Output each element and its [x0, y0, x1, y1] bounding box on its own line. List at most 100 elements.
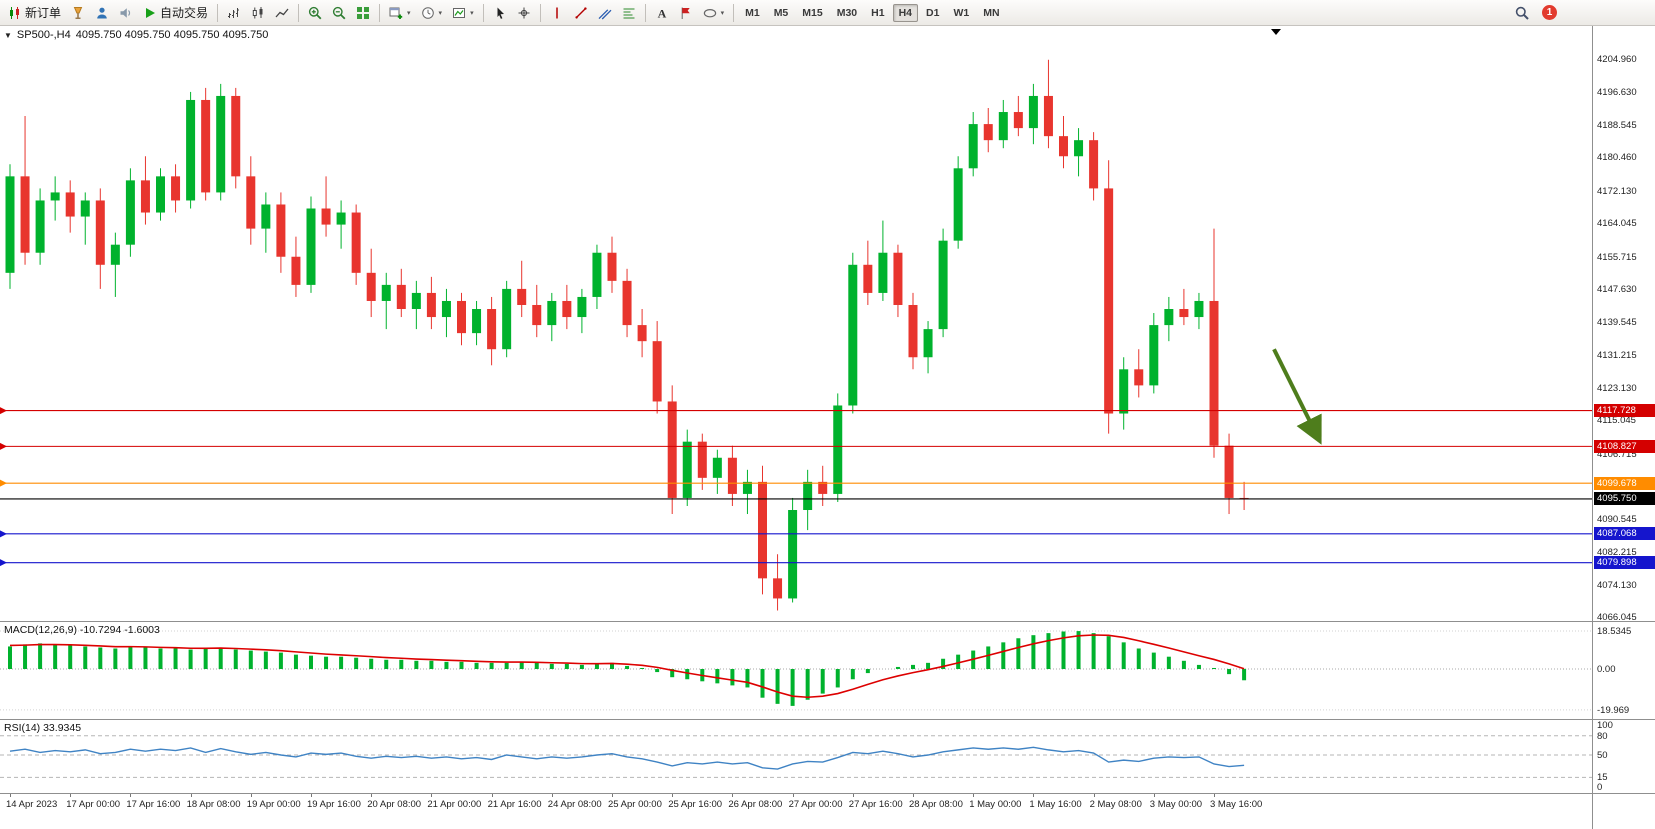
- cursor-button[interactable]: [488, 2, 512, 24]
- flag-icon: [679, 6, 693, 20]
- templates-dropdown[interactable]: ▾: [447, 2, 479, 24]
- price-tick-label: 4074.130: [1597, 579, 1637, 591]
- notification-badge[interactable]: 1: [1542, 5, 1557, 20]
- main-price-axis[interactable]: 4204.960 4196.630 4188.545 4180.460 4172.130…: [1594, 26, 1655, 623]
- shapes-dropdown[interactable]: ▾: [698, 2, 730, 24]
- new-order-button[interactable]: 新订单: [3, 2, 66, 24]
- candle: [727, 457, 737, 494]
- crosshair-button[interactable]: [512, 2, 536, 24]
- date-label: 2 May 08:00: [1089, 799, 1142, 810]
- macd-svg: [0, 630, 1592, 711]
- date-label: 27 Apr 16:00: [848, 799, 903, 810]
- candle: [321, 208, 331, 225]
- date-label: 1 May 00:00: [969, 799, 1022, 810]
- wizard-button[interactable]: [66, 2, 90, 24]
- chevron-down-icon: ▾: [407, 9, 411, 17]
- candle: [201, 99, 211, 193]
- channel-button[interactable]: [593, 2, 617, 24]
- trendline-button[interactable]: [569, 2, 593, 24]
- new-order-button-label: 新订单: [25, 6, 62, 20]
- candle: [246, 176, 256, 229]
- sound-button[interactable]: [114, 2, 138, 24]
- shapes-icon: [703, 6, 717, 20]
- auto-trading-button[interactable]: 自动交易: [138, 2, 213, 24]
- price-tick-label: 4106.715: [1597, 448, 1637, 460]
- timeframe-button-mn[interactable]: MN: [983, 6, 1000, 19]
- candle: [968, 124, 978, 169]
- zoom-in-button[interactable]: [303, 2, 327, 24]
- price-axis[interactable]: 4204.960 4196.630 4188.545 4180.460 4172.130…: [1592, 26, 1655, 829]
- macd-histogram: [8, 631, 1247, 706]
- date-label: 25 Apr 00:00: [608, 799, 662, 810]
- price-tag: 4108.827: [1594, 439, 1655, 453]
- panel-separator[interactable]: [0, 719, 1655, 720]
- price-tick-label: 4196.630: [1597, 87, 1637, 99]
- timeframe-button-m15[interactable]: M15: [802, 6, 823, 19]
- vertical-line-button[interactable]: [545, 2, 569, 24]
- candle: [908, 304, 918, 358]
- candle: [547, 300, 557, 326]
- candle: [291, 256, 301, 285]
- tile-windows-button[interactable]: [351, 2, 375, 24]
- date-tick: [732, 794, 734, 797]
- candle: [938, 240, 948, 330]
- periods-dropdown[interactable]: ▾: [416, 2, 448, 24]
- date-label: 17 Apr 00:00: [66, 799, 121, 810]
- rsi-scale-axis[interactable]: 100 80 50 15 0: [1594, 720, 1655, 793]
- line-chart-button[interactable]: [270, 2, 294, 24]
- toolbar-separator: [539, 3, 541, 22]
- search-button[interactable]: [1510, 2, 1534, 24]
- trend-arrow-annotation[interactable]: [1272, 348, 1322, 445]
- timeframe-button-m5[interactable]: M5: [773, 6, 789, 19]
- flag-button[interactable]: [674, 2, 698, 24]
- play-icon: [143, 6, 157, 20]
- date-tick: [1093, 794, 1095, 797]
- price-tick-label: 4172.130: [1597, 185, 1637, 197]
- rsi-tick-label: 80: [1597, 730, 1608, 742]
- price-tick-label: 4188.545: [1597, 119, 1637, 131]
- timeframe-button-h4[interactable]: H4: [892, 3, 919, 22]
- zoom-in-icon: [308, 6, 322, 20]
- candle: [712, 457, 722, 478]
- chart-menu-icon[interactable]: ▼: [4, 30, 12, 40]
- chevron-down-icon: ▾: [438, 9, 443, 17]
- text-label-button[interactable]: A: [650, 2, 674, 24]
- timeframe-button-m30[interactable]: M30: [836, 6, 858, 19]
- date-label: 19 Apr 00:00: [246, 799, 301, 810]
- new-chart-dropdown[interactable]: ▾: [384, 2, 416, 24]
- timeframe-button-d1[interactable]: D1: [926, 6, 940, 19]
- timeframe-button-w1[interactable]: W1: [953, 6, 970, 19]
- candle: [682, 441, 692, 498]
- panel-separator[interactable]: [0, 621, 1655, 622]
- timeframe-button-h1[interactable]: H1: [871, 6, 885, 19]
- date-label: 19 Apr 16:00: [307, 799, 361, 810]
- fibonacci-button[interactable]: [617, 2, 641, 24]
- profile-button[interactable]: [90, 2, 114, 24]
- zoom-out-button[interactable]: [327, 2, 351, 24]
- macd-scale-axis[interactable]: 18.5345 0.00 -19.969: [1594, 622, 1655, 719]
- rsi-panel[interactable]: RSI(14) 33.9345: [0, 720, 1592, 793]
- candles-icon: [251, 6, 265, 20]
- candle: [1224, 445, 1234, 498]
- macd-label: MACD(12,26,9) -10.7294 -1.6003: [4, 624, 160, 636]
- date-tick: [1153, 794, 1155, 797]
- main-chart-panel[interactable]: ▼ SP500-,H4 4095.750 4095.750 4095.750 4…: [0, 26, 1592, 621]
- candlestick-chart-button[interactable]: [246, 2, 270, 24]
- price-tag: 4095.750: [1594, 492, 1655, 506]
- price-tick-label: 4090.545: [1597, 513, 1637, 525]
- line-icon: [275, 6, 289, 20]
- candle: [1104, 188, 1114, 414]
- macd-tick-label: -19.969: [1597, 704, 1630, 716]
- date-axis[interactable]: 14 Apr 2023 17 Apr 00:00 17 Apr 16:00 18 Ap…: [0, 794, 1592, 829]
- date-tick: [70, 794, 72, 797]
- date-tick: [792, 794, 794, 797]
- timeframe-button-m1[interactable]: M1: [745, 6, 760, 19]
- chart-shift-marker[interactable]: [1271, 29, 1281, 35]
- candle: [50, 192, 60, 201]
- date-label: 21 Apr 00:00: [427, 799, 482, 810]
- cursor-icon: [493, 6, 507, 20]
- price-tag: 4099.678: [1594, 476, 1655, 490]
- macd-panel[interactable]: MACD(12,26,9) -10.7294 -1.6003: [0, 622, 1592, 719]
- bar-chart-button[interactable]: [222, 2, 246, 24]
